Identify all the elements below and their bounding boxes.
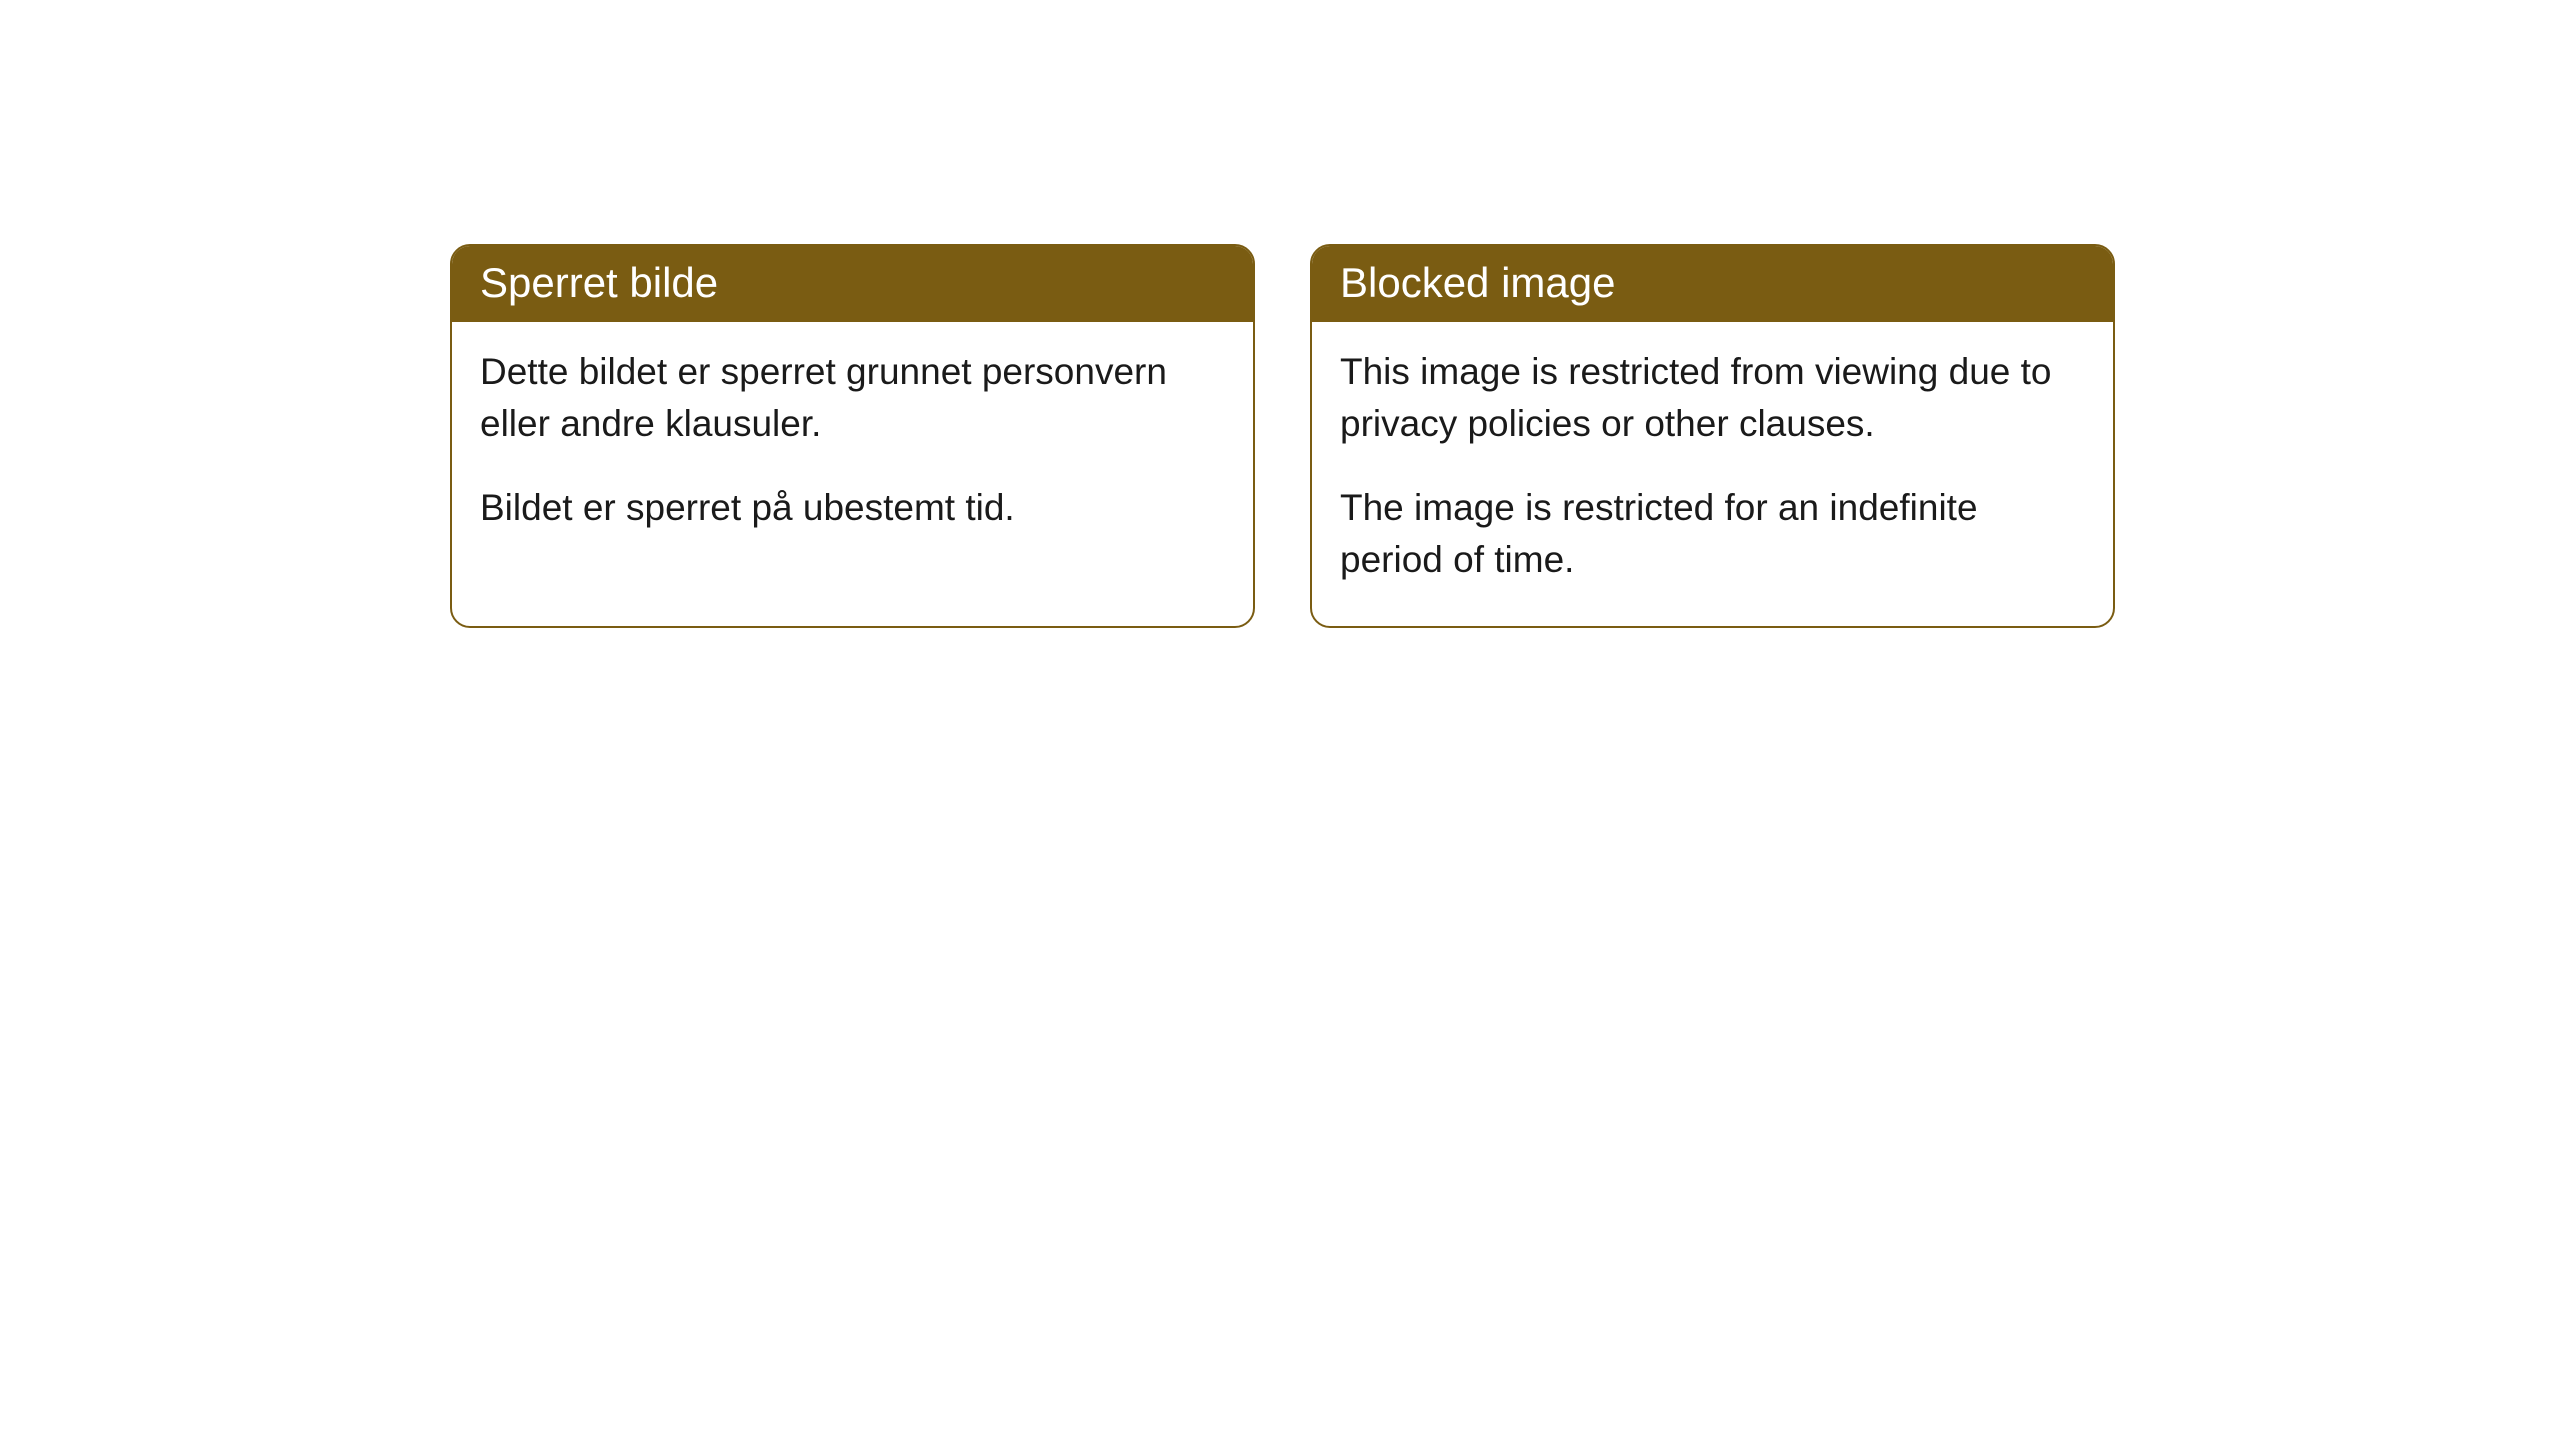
card-paragraph: Dette bildet er sperret grunnet personve… bbox=[480, 346, 1225, 450]
card-container: Sperret bilde Dette bildet er sperret gr… bbox=[450, 244, 2115, 628]
card-body: Dette bildet er sperret grunnet personve… bbox=[452, 322, 1253, 573]
card-header: Sperret bilde bbox=[452, 246, 1253, 322]
card-paragraph: The image is restricted for an indefinit… bbox=[1340, 482, 2085, 586]
notice-card-norwegian: Sperret bilde Dette bildet er sperret gr… bbox=[450, 244, 1255, 628]
card-body: This image is restricted from viewing du… bbox=[1312, 322, 2113, 625]
card-header: Blocked image bbox=[1312, 246, 2113, 322]
card-paragraph: Bildet er sperret på ubestemt tid. bbox=[480, 482, 1225, 534]
card-paragraph: This image is restricted from viewing du… bbox=[1340, 346, 2085, 450]
notice-card-english: Blocked image This image is restricted f… bbox=[1310, 244, 2115, 628]
